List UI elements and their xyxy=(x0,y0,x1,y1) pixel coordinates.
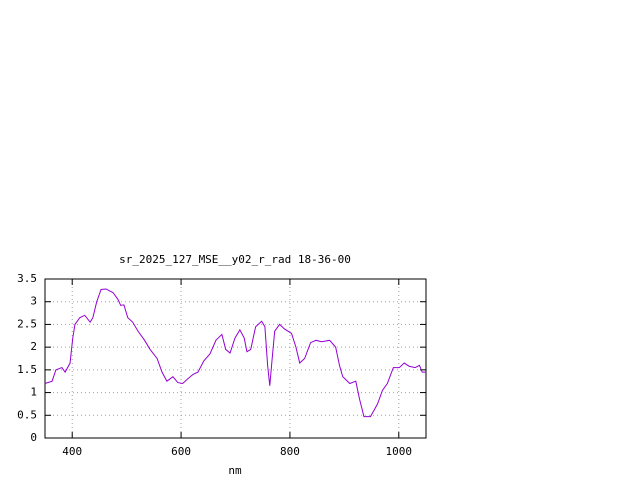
y-tick-label: 0 xyxy=(30,431,37,444)
x-axis-label: nm xyxy=(228,464,242,477)
x-tick-label: 800 xyxy=(280,445,300,458)
y-tick-label: 1 xyxy=(30,386,37,399)
x-tick-label: 400 xyxy=(62,445,82,458)
x-tick-label: 1000 xyxy=(386,445,413,458)
y-tick-label: 2 xyxy=(30,340,37,353)
y-tick-label: 0.5 xyxy=(17,408,37,421)
chart-title: sr_2025_127_MSE__y02_r_rad 18-36-00 xyxy=(119,253,351,266)
y-tick-label: 2.5 xyxy=(17,317,37,330)
plot-frame xyxy=(44,278,427,439)
y-tick-label: 3 xyxy=(30,295,37,308)
y-tick-label: 1.5 xyxy=(17,363,37,376)
y-tick-label: 3.5 xyxy=(17,272,37,285)
x-tick-label: 600 xyxy=(171,445,191,458)
data-line xyxy=(44,288,426,418)
